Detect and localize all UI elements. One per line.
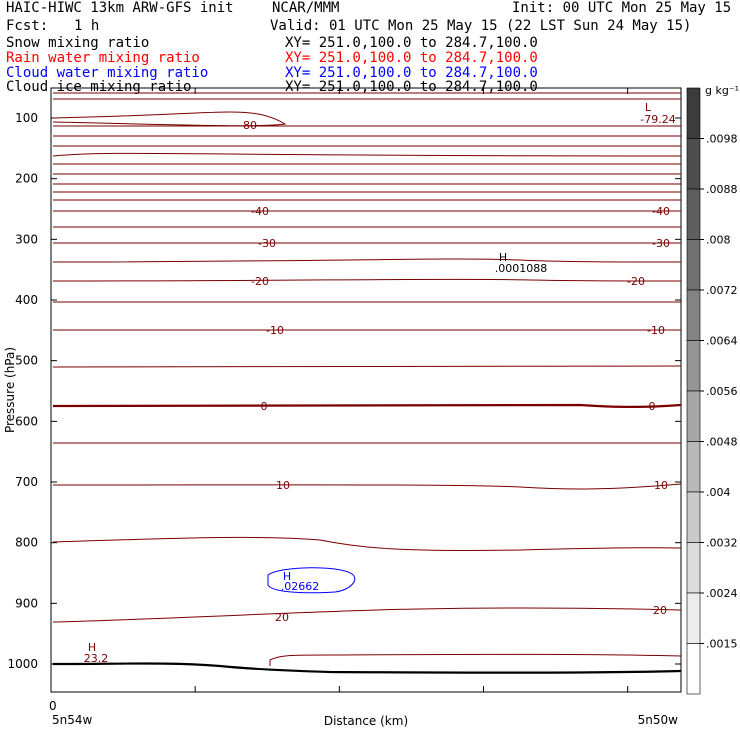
colorbar-swatch xyxy=(686,592,701,644)
terrain-surface xyxy=(52,662,682,674)
colorbar-swatch xyxy=(686,491,701,543)
isotherm xyxy=(52,258,682,263)
y-tick-label: 100 xyxy=(15,111,38,125)
high-value-snow: .0001088 xyxy=(495,262,548,275)
colorbar-swatch xyxy=(686,441,701,493)
temperature-contours xyxy=(52,92,682,674)
isotherm xyxy=(52,536,682,551)
right-label-zero: 0 xyxy=(649,400,656,413)
colorbar-label: .008 xyxy=(706,234,731,247)
y-tick-label: 200 xyxy=(15,172,38,186)
label-10: 10 xyxy=(276,479,290,492)
x-tick-label-0: 0 xyxy=(49,699,57,713)
colorbar-label: .0024 xyxy=(706,587,738,600)
colorbar-swatch xyxy=(686,87,701,139)
init-time: Init: 00 UTC Mon 25 May 15 xyxy=(512,0,732,16)
colorbar-swatch xyxy=(686,188,701,240)
field-rain-xy: XY= 251.0,100.0 to 284.7,100.0 xyxy=(285,50,538,66)
field-cloudice-xy: XY= 251.0,100.0 to 284.7,100.0 xyxy=(285,79,538,95)
y-tick-label: 300 xyxy=(15,232,38,246)
label-min20: -20 xyxy=(251,275,269,288)
colorbar-swatch xyxy=(686,138,701,190)
right-label-min10: -10 xyxy=(647,324,665,337)
label-min40: -40 xyxy=(251,205,269,218)
y-tick-label: 900 xyxy=(15,596,38,610)
colorbar-label: .0032 xyxy=(706,537,738,550)
colorbar-label: .0015 xyxy=(706,638,738,651)
isotherm-20 xyxy=(52,607,682,623)
x-right-location: 5n50w xyxy=(638,713,679,727)
x-axis-label: Distance (km) xyxy=(324,714,408,728)
field-rain-name: Rain water mixing ratio xyxy=(6,50,200,66)
field-cloudwater-name: Cloud water mixing ratio xyxy=(6,65,209,81)
label-min80: -80 xyxy=(239,119,257,132)
field-cloudwater-xy: XY= 251.0,100.0 to 284.7,100.0 xyxy=(285,65,538,81)
field-cloudice-name: Cloud ice mixing ratio xyxy=(6,79,192,95)
right-label-10: 10 xyxy=(654,479,668,492)
label-min10: -10 xyxy=(266,324,284,337)
fcst-label: Fcst: xyxy=(6,18,49,34)
label-zero: 0 xyxy=(261,400,268,413)
label-20: 20 xyxy=(275,611,289,624)
valid-time: Valid: 01 UTC Mon 25 May 15 (22 LST Sun … xyxy=(270,18,692,34)
low-value: -79.24 xyxy=(640,113,675,126)
colorbar-swatch xyxy=(686,239,701,291)
fcst-value: 1 h xyxy=(74,18,100,34)
high-marker-cloudwater: H xyxy=(283,570,291,583)
isotherm-min80 xyxy=(52,111,287,127)
cloud-water-contour xyxy=(267,567,356,594)
colorbar-label: .0056 xyxy=(706,385,738,398)
label-min30: -30 xyxy=(258,237,276,250)
y-tick-label: 400 xyxy=(15,293,38,307)
right-label-min40: -40 xyxy=(652,205,670,218)
colorbar-label: .0064 xyxy=(706,335,738,348)
colorbar-swatch xyxy=(686,289,701,341)
isotherm-min20 xyxy=(52,278,682,282)
high-marker-snow: H xyxy=(499,251,507,264)
y-tick-label: 800 xyxy=(15,536,38,550)
colorbar-label: .004 xyxy=(706,486,731,499)
colorbar-swatch xyxy=(686,390,701,442)
y-axis-label: Pressure (hPa) xyxy=(3,347,17,433)
field-snow-xy: XY= 251.0,100.0 to 284.7,100.0 xyxy=(285,35,538,51)
isotherm-10 xyxy=(52,483,682,490)
colorbar-unit: g kg⁻¹ xyxy=(705,84,739,97)
high-value-temp: 23.2 xyxy=(84,652,109,665)
contour-labels: -80 -40 -30 -20 -10 0 10 20 -40 -30 -20 … xyxy=(84,101,676,665)
y-tick-label: 600 xyxy=(15,414,38,428)
colorbar-swatch xyxy=(686,542,701,594)
isotherm xyxy=(269,653,682,666)
y-tick-label: 1000 xyxy=(7,657,38,671)
colorbar-label: .0072 xyxy=(706,284,738,297)
right-label-min30: -30 xyxy=(652,237,670,250)
low-marker: L xyxy=(645,101,652,114)
x-left-location: 5n54w xyxy=(52,713,93,727)
y-tick-label: 500 xyxy=(15,354,38,368)
colorbar: g kg⁻¹ .0098 .0088 .008 .0072 .0064 .0056 .004… xyxy=(686,84,739,695)
model-title: HAIC-HIWC 13km ARW-GFS init xyxy=(6,0,234,16)
org-title: NCAR/MMM xyxy=(272,0,340,16)
right-label-20: 20 xyxy=(653,604,667,617)
y-tick-label: 700 xyxy=(15,475,38,489)
field-snow-name: Snow mixing ratio xyxy=(6,35,150,51)
isotherm xyxy=(52,441,682,444)
colorbar-swatch xyxy=(686,643,701,695)
isotherm xyxy=(52,152,682,157)
isotherm-zero xyxy=(52,403,682,408)
colorbar-label: .0098 xyxy=(706,133,738,146)
plot-frame xyxy=(50,87,682,693)
high-marker-temp: H xyxy=(88,641,96,654)
colorbar-swatch xyxy=(686,340,701,392)
colorbar-label: .0048 xyxy=(706,436,738,449)
high-value-cloudwater: .02662 xyxy=(281,580,320,593)
colorbar-label: .0088 xyxy=(706,183,738,196)
isotherm xyxy=(52,365,682,368)
right-label-min20: -20 xyxy=(627,275,645,288)
